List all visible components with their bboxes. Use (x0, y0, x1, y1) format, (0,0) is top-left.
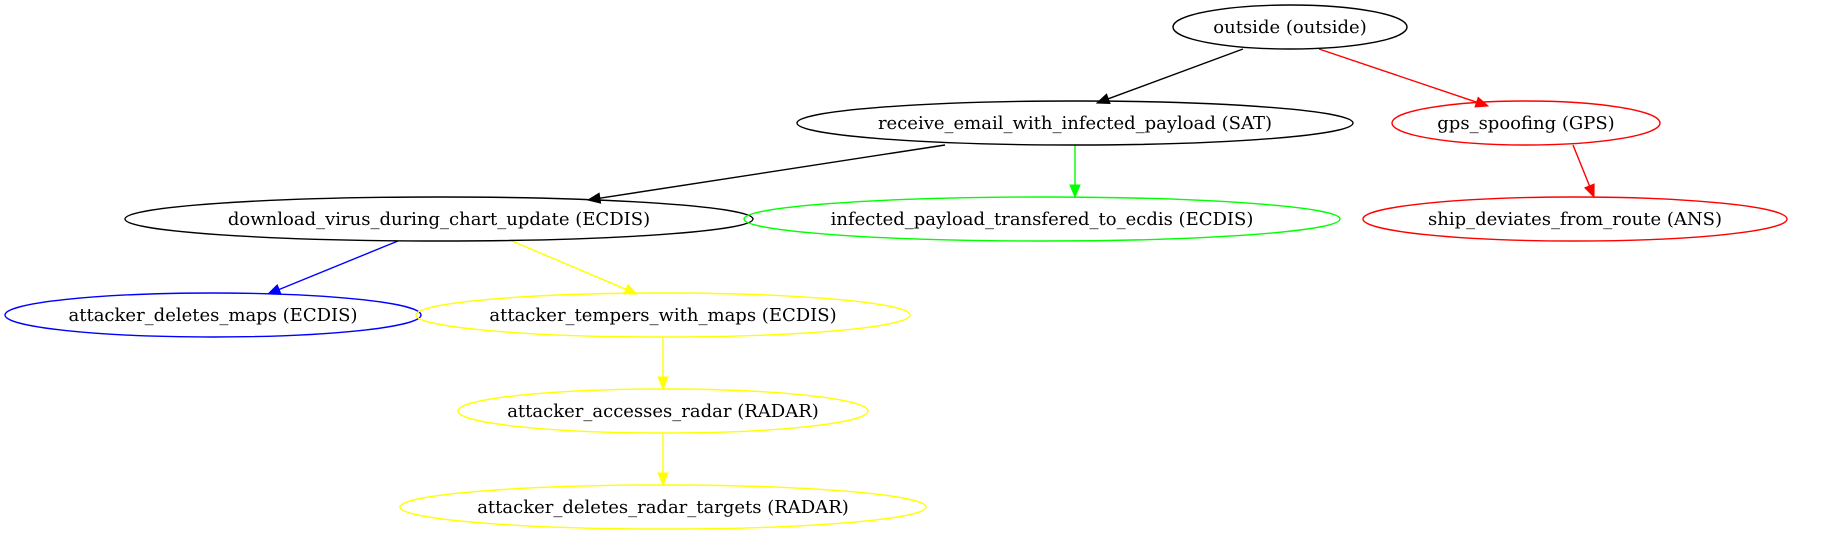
arrowhead-icon (1095, 93, 1111, 105)
node-outside: outside (outside) (1172, 4, 1408, 50)
edge-gps_spoofing-to-ship_deviates (1572, 144, 1595, 199)
node-label: gps_spoofing (GPS) (1437, 113, 1614, 134)
node-ellipse (743, 196, 1341, 242)
node-label: attacker_tempers_with_maps (ECDIS) (489, 305, 836, 326)
edge-receive_email-to-infected_payload (1069, 145, 1081, 199)
edge-attacker_accesses_radar-to-attacker_deletes_radar (657, 433, 669, 487)
node-attacker_deletes_maps: attacker_deletes_maps (ECDIS) (4, 292, 422, 338)
edge-attacker_tempers-to-attacker_accesses_radar (657, 337, 669, 391)
edge-receive_email-to-download_virus (586, 144, 946, 204)
arrowhead-icon (657, 472, 669, 487)
node-label: attacker_deletes_radar_targets (RADAR) (477, 497, 849, 518)
node-gps_spoofing: gps_spoofing (GPS) (1391, 100, 1661, 146)
edge-line (1318, 48, 1477, 103)
node-ellipse (4, 292, 422, 338)
arrowhead-icon (1069, 184, 1081, 199)
edge-download_virus-to-attacker_deletes_maps (266, 240, 399, 295)
node-label: download_virus_during_chart_update (ECDI… (228, 209, 650, 230)
edge-download_virus-to-attacker_tempers (511, 240, 639, 295)
node-ship_deviates: ship_deviates_from_route (ANS) (1362, 196, 1788, 242)
node-attacker_accesses_radar: attacker_accesses_radar (RADAR) (457, 388, 869, 434)
node-ellipse (1362, 196, 1788, 242)
arrowhead-icon (623, 283, 639, 295)
node-ellipse (1172, 4, 1408, 50)
arrowhead-icon (586, 192, 602, 204)
node-ellipse (796, 100, 1354, 146)
edge-line (278, 240, 399, 291)
edge-line (1572, 144, 1591, 187)
node-label: receive_email_with_infected_payload (SAT… (878, 113, 1272, 134)
node-attacker_deletes_radar: attacker_deletes_radar_targets (RADAR) (399, 484, 927, 530)
node-ellipse (457, 388, 869, 434)
node-receive_email: receive_email_with_infected_payload (SAT… (796, 100, 1354, 146)
node-label: attacker_accesses_radar (RADAR) (507, 401, 819, 422)
node-ellipse (124, 196, 754, 242)
node-ellipse (399, 484, 927, 530)
edge-line (599, 144, 946, 199)
edge-outside-to-receive_email (1095, 48, 1244, 105)
node-download_virus: download_virus_during_chart_update (ECDI… (124, 196, 754, 242)
node-infected_payload: infected_payload_transfered_to_ecdis (EC… (743, 196, 1341, 242)
node-attacker_tempers: attacker_tempers_with_maps (ECDIS) (415, 292, 911, 338)
node-ellipse (1391, 100, 1661, 146)
node-label: attacker_deletes_maps (ECDIS) (69, 305, 358, 326)
node-ellipse (415, 292, 911, 338)
arrowhead-icon (266, 283, 282, 295)
edge-outside-to-gps_spoofing (1318, 48, 1490, 108)
edge-line (511, 240, 627, 290)
node-label: ship_deviates_from_route (ANS) (1428, 209, 1722, 230)
node-label: outside (outside) (1213, 17, 1366, 38)
edges-layer (266, 48, 1595, 487)
arrowhead-icon (657, 376, 669, 391)
node-label: infected_payload_transfered_to_ecdis (EC… (831, 209, 1254, 230)
nodes-layer: outside (outside) receive_email_with_infe… (4, 4, 1788, 530)
arrowhead-icon (1583, 183, 1595, 199)
edge-line (1108, 48, 1244, 100)
